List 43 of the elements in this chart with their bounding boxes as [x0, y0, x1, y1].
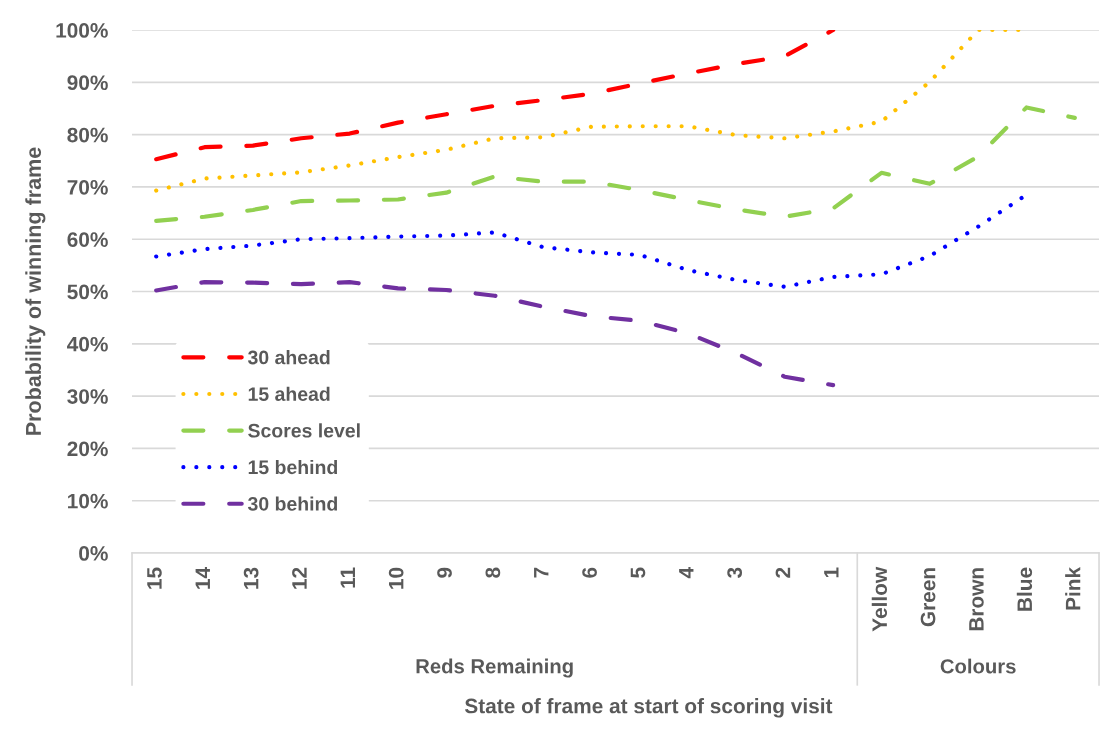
text: Colours	[940, 658, 1016, 674]
x-tick-label: 2	[775, 567, 791, 578]
y-tick-label: 10%	[68, 493, 108, 509]
y-axis-title: Probability of winning frame	[25, 147, 46, 435]
x-tick-label: Green	[920, 568, 936, 627]
x-tick-label: 13	[243, 567, 259, 589]
line-series	[154, 30, 836, 162]
x-tick-label: 3	[727, 567, 743, 579]
y-tick-label: 90%	[67, 75, 108, 91]
x-tick-label: 7	[534, 567, 549, 578]
legend-label: 15 behind	[248, 459, 338, 475]
x-tick-label: 4	[679, 567, 694, 579]
legend-label: 30 behind	[247, 496, 338, 511]
x-tick-label: 5	[630, 567, 646, 578]
y-tick-label: 30%	[67, 389, 108, 404]
x-tick-label: 1	[824, 567, 839, 578]
legend-label: 30 ahead	[247, 350, 330, 365]
x-tick-label: Yellow	[871, 566, 888, 632]
y-tick-label: 50%	[67, 284, 108, 300]
y-tick-label: 100%	[56, 23, 108, 38]
x-tick-label: 8	[485, 567, 501, 578]
line-series	[154, 105, 1077, 224]
x-tick-label: 10	[388, 567, 404, 589]
x-tick-label: 9	[437, 567, 452, 578]
line-series	[154, 280, 836, 388]
x-axis-title: State of frame at start of scoring visit	[464, 698, 833, 718]
x-tick-label: Pink	[1065, 566, 1081, 610]
y-tick-label: 20%	[67, 441, 108, 457]
y-tick-label: 80%	[67, 127, 108, 143]
y-tick-label: 0%	[79, 546, 108, 561]
legend-label: 15 ahead	[248, 386, 330, 401]
legend-label: Scores level	[248, 423, 360, 438]
x-tick-label: 12	[292, 567, 307, 589]
x-tick-label: 15	[147, 567, 162, 589]
y-tick-label: 60%	[67, 232, 108, 247]
x-tick-label: 6	[582, 567, 597, 578]
text: Reds Remaining	[416, 658, 573, 678]
y-tick-label: 40%	[67, 336, 108, 352]
x-tick-label: 14	[195, 567, 210, 589]
y-tick-label: 70%	[67, 179, 108, 195]
x-tick-label: 11	[340, 567, 355, 588]
x-tick-label: Blue	[1016, 567, 1033, 611]
x-tick-label: Brown	[969, 568, 984, 631]
